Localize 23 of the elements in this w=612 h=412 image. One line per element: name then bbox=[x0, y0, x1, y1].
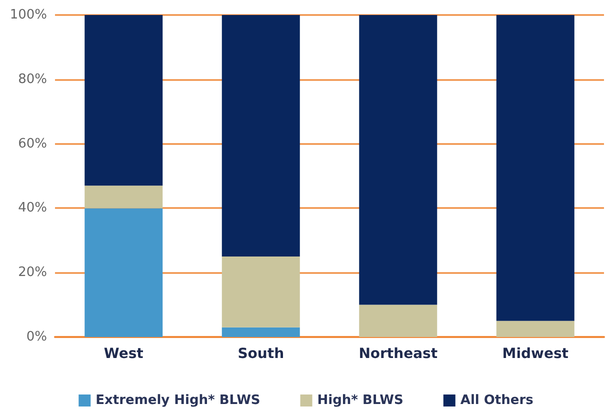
y-tick-label: 60% bbox=[18, 136, 47, 152]
bar bbox=[359, 15, 438, 305]
y-tick-label: 20% bbox=[18, 265, 47, 280]
bar bbox=[496, 15, 574, 321]
legend-label: High* BLWS bbox=[317, 393, 404, 408]
legend-label: Extremely High* BLWS bbox=[96, 393, 260, 408]
x-tick-label: Northeast bbox=[358, 346, 438, 362]
x-tick-label: West bbox=[104, 346, 144, 362]
bar bbox=[84, 208, 163, 337]
legend-label: All Others bbox=[460, 393, 534, 408]
bar bbox=[84, 186, 163, 208]
y-tick-label: 40% bbox=[18, 200, 47, 216]
x-tick-label: Midwest bbox=[502, 346, 569, 362]
bar bbox=[222, 15, 300, 256]
bar bbox=[496, 320, 574, 337]
bar bbox=[84, 15, 163, 186]
x-tick-label: South bbox=[238, 346, 284, 362]
bar bbox=[222, 327, 300, 337]
y-tick-label: 80% bbox=[18, 72, 47, 87]
bar bbox=[222, 256, 300, 328]
y-tick-label: 0% bbox=[26, 330, 47, 344]
bar bbox=[359, 304, 438, 337]
y-tick-label: 100% bbox=[10, 8, 47, 22]
